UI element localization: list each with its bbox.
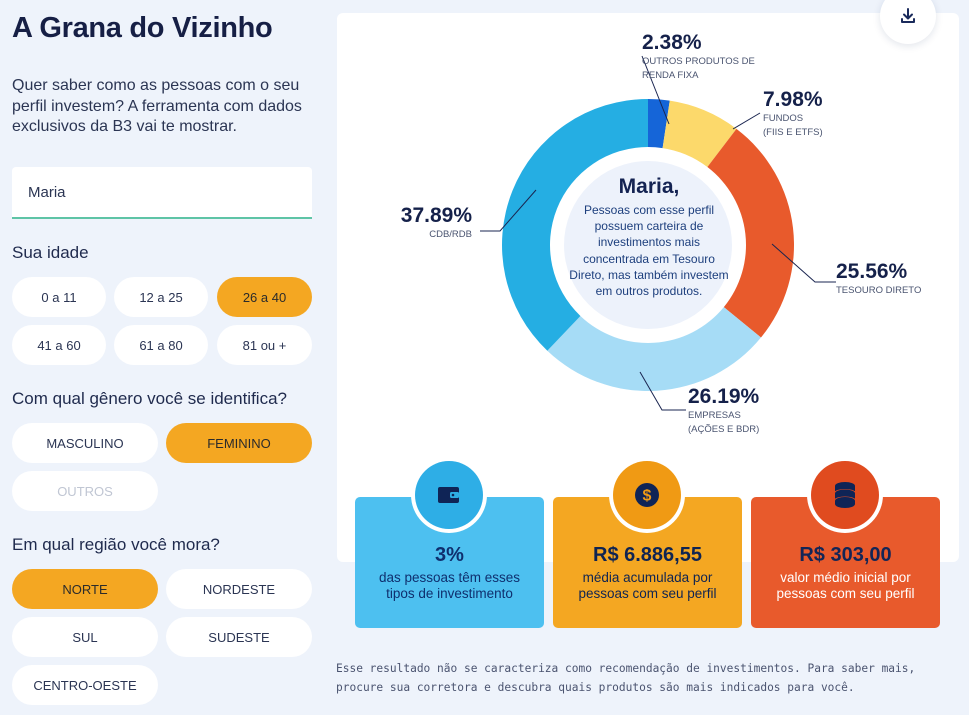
stat-value: R$ 6.886,55 [593,544,702,566]
label-text: RENDA FIXA [642,70,699,81]
stat-description: média acumulada por pessoas com seu perf… [578,570,717,601]
label-text: EMPRESAS [688,410,741,421]
intro-text: Quer saber como as pessoas com o seu per… [12,77,302,135]
label-pct: 25.56% [836,260,908,283]
center-description: Pessoas com esse perfil possuem carteira… [569,203,729,299]
age-option-81-plus[interactable]: 81 ou + [217,325,312,365]
stat-value: R$ 303,00 [799,544,892,566]
label-fundos: 7.98% FUNDOS (FIIS E ETFS) [763,88,823,140]
wallet-icon-circle [415,461,483,529]
download-button[interactable] [880,0,936,44]
gender-option-feminino[interactable]: FEMININO [166,423,312,463]
gender-option-outros[interactable]: OUTROS [12,471,158,511]
region-option-centro-oeste[interactable]: CENTRO-OESTE [12,665,158,705]
label-tesouro: 25.56% TESOURO DIRETO [836,260,921,298]
age-option-26-40[interactable]: 26 a 40 [217,277,312,317]
label-cdb: 37.89% CDB/RDB [372,204,472,242]
label-text: TESOURO DIRETO [836,285,922,296]
label-text: (AÇÕES E BDR) [688,424,760,435]
label-pct: 7.98% [763,88,823,111]
dollar-coin-icon-circle: $ [613,461,681,529]
age-option-41-60[interactable]: 41 a 60 [12,325,106,365]
gender-label: Com qual gênero você se identifica? [12,389,287,408]
label-pct: 26.19% [688,385,760,408]
label-renda-fixa: 2.38% OUTROS PRODUTOS DE RENDA FIXA [642,31,755,83]
coin-stack-icon [835,482,855,508]
gender-option-masculino[interactable]: MASCULINO [12,423,158,463]
dollar-coin-icon: $ [635,483,659,507]
label-pct: 2.38% [642,31,702,54]
age-label: Sua idade [12,243,89,262]
donut-center: Maria, Pessoas com esse perfil possuem c… [568,175,730,299]
age-option-12-25[interactable]: 12 a 25 [114,277,208,317]
region-option-sul[interactable]: SUL [12,617,158,657]
name-input[interactable] [12,167,312,219]
app-title: A Grana do Vizinho [12,12,273,44]
age-option-61-80[interactable]: 61 a 80 [114,325,208,365]
label-text: OUTROS PRODUTOS DE [642,56,755,67]
region-option-nordeste[interactable]: NORDESTE [166,569,312,609]
stat-value: 3% [435,544,464,566]
region-label: Em qual região você mora? [12,535,220,554]
label-text: CDB/RDB [429,229,472,240]
download-icon [901,8,915,23]
age-option-0-11[interactable]: 0 a 11 [12,277,106,317]
label-empresas: 26.19% EMPRESAS (AÇÕES E BDR) [688,385,759,437]
label-text: (FIIS E ETFS) [763,127,823,138]
stat-card-average: R$ 6.886,55 média acumulada por pessoas … [553,497,742,628]
wallet-icon [438,487,459,503]
stat-description: valor médio inicial por pessoas com seu … [776,570,915,601]
disclaimer-text: Esse resultado não se caracteriza como r… [336,662,916,694]
label-pct: 37.89% [400,204,472,227]
region-option-norte[interactable]: NORTE [12,569,158,609]
coin-stack-icon-circle [811,461,879,529]
svg-text:$: $ [643,488,652,505]
stat-description: das pessoas têm esses tipos de investime… [378,570,521,601]
center-name: Maria, [618,175,680,198]
label-text: FUNDOS [763,113,804,124]
region-option-sudeste[interactable]: SUDESTE [166,617,312,657]
